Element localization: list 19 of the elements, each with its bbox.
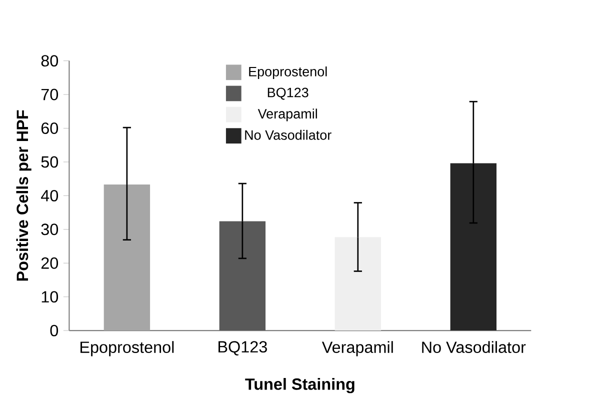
y-tick-label: 50	[41, 156, 58, 168]
x-tick-label: Verapamil	[322, 340, 393, 356]
y-tick-label: 0	[50, 324, 58, 336]
y-tick-label: 10	[42, 290, 58, 302]
y-axis-title: Positive Cells per HPF	[16, 110, 32, 280]
legend-label: BQ123	[268, 88, 308, 100]
x-tick-label: Epoprostenol	[80, 340, 174, 356]
y-tick-label: 40	[41, 190, 58, 202]
y-tick-label: 60	[41, 122, 58, 134]
legend-label: Verapamil	[258, 108, 317, 122]
legend-label: No Vasodilator	[245, 130, 332, 140]
x-axis-title: Tunel Staining	[245, 378, 354, 393]
y-tick-label: 80	[41, 54, 58, 66]
x-tick-label: BQ123	[218, 340, 267, 356]
y-tick-label: 20	[41, 257, 58, 269]
y-tick-label: 70	[41, 88, 58, 100]
legend-label: Epoprostenol	[249, 66, 327, 79]
y-tick-label: 30	[41, 223, 58, 235]
x-tick-label: No Vasodilator	[422, 340, 526, 353]
